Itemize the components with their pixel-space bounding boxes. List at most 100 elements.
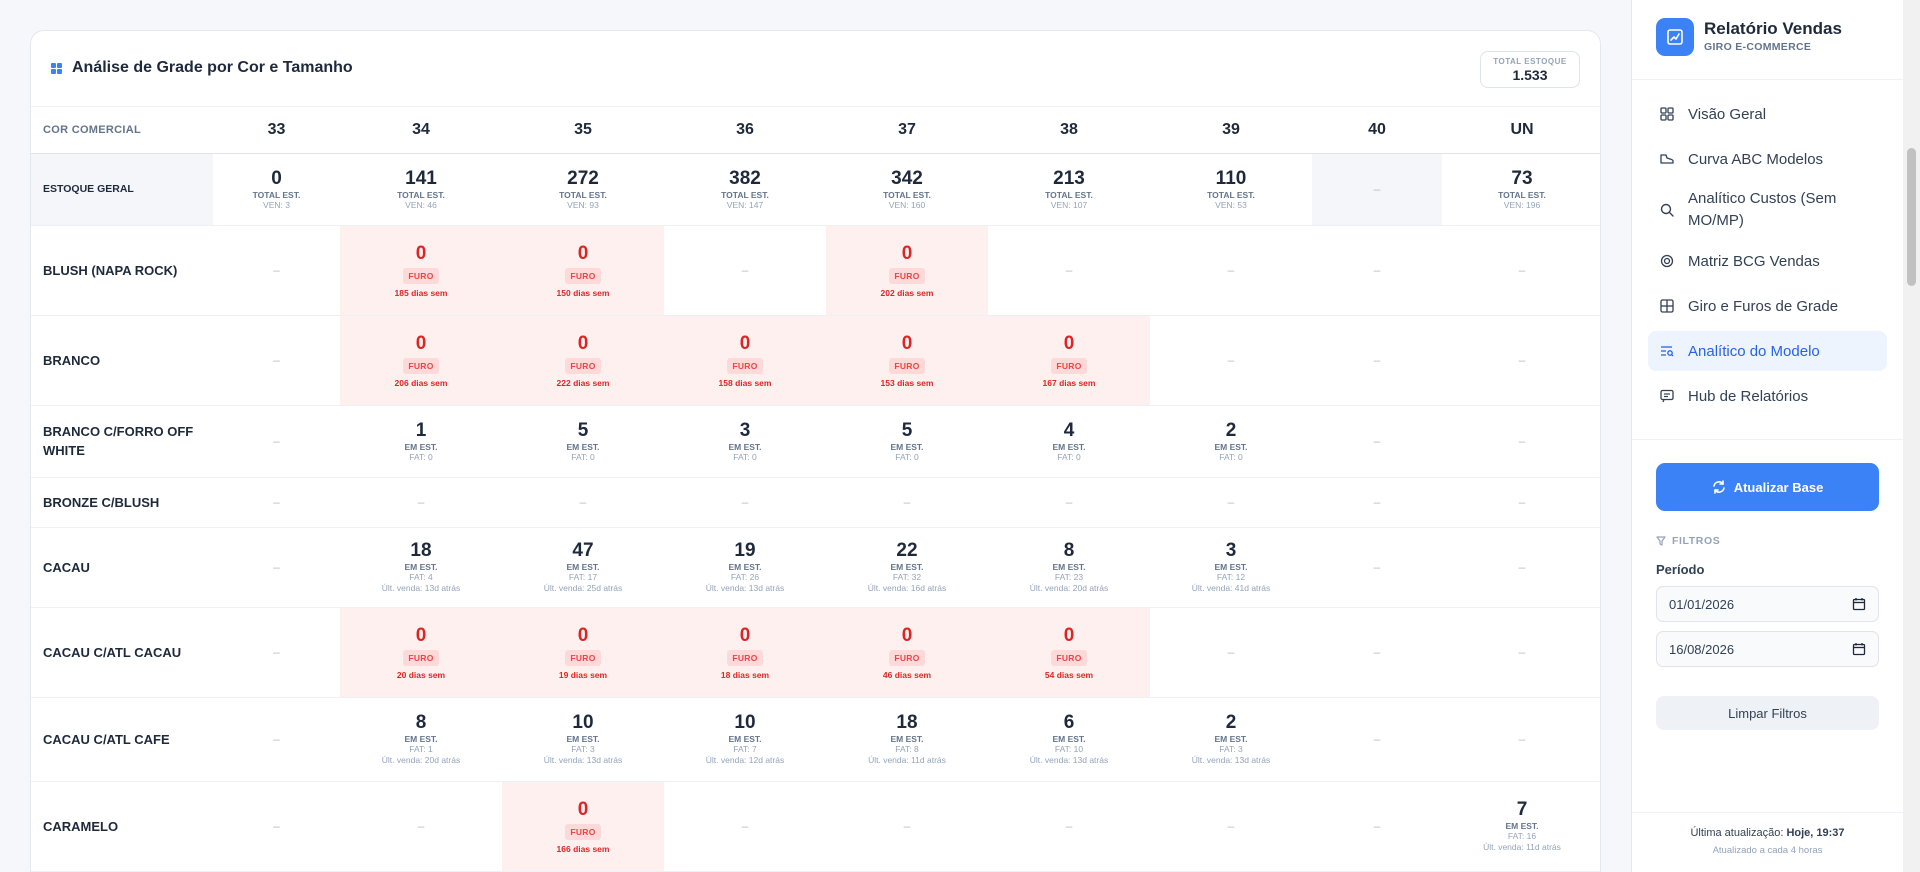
brand-title: Relatório Vendas bbox=[1704, 19, 1842, 38]
empty-dash: – bbox=[1065, 263, 1073, 277]
grade-cell: 6 EM EST. FAT: 10 Últ. venda: 13d atrás bbox=[988, 697, 1150, 782]
geral-cell-37: 342 TOTAL EST. VEN: 160 bbox=[826, 153, 988, 226]
empty-dash: – bbox=[903, 819, 911, 833]
sidebar-footer: Última atualização: Hoje, 19:37 Atualiza… bbox=[1632, 812, 1903, 872]
table-row: BRANCO – 0 FURO 206 dias sem 0 FURO 222 dias se… bbox=[31, 315, 1600, 406]
clear-filters-button[interactable]: Limpar Filtros bbox=[1656, 696, 1879, 730]
total-stock-value: 1.533 bbox=[1512, 67, 1548, 83]
grade-cell: 7 EM EST. FAT: 16 Últ. venda: 11d atrás bbox=[1442, 781, 1600, 872]
header-size-34: 34 bbox=[340, 107, 502, 154]
cell-secondary: FAT: 16 bbox=[1507, 831, 1537, 841]
sidebar-item-analitico-do-modelo[interactable]: Analítico do Modelo bbox=[1648, 331, 1887, 371]
cell-stock-label: EM EST. bbox=[728, 442, 762, 452]
date-to-input[interactable]: 16/08/2026 bbox=[1656, 631, 1879, 667]
row-label: CARAMELO bbox=[31, 781, 213, 872]
grade-cell: – bbox=[664, 781, 826, 872]
cell-value: 2 bbox=[1225, 712, 1237, 733]
cell-stock-label: TOTAL EST. bbox=[252, 190, 301, 200]
sidebar-item-hub-de-relatorios[interactable]: Hub de Relatórios bbox=[1648, 376, 1887, 416]
furo-days: 150 dias sem bbox=[556, 287, 610, 298]
empty-dash: – bbox=[273, 732, 280, 746]
sidebar-item-label: Matriz BCG Vendas bbox=[1688, 252, 1820, 270]
grade-cell: – bbox=[1150, 477, 1312, 528]
sidebar-nav: Visão Geral Curva ABC Modelos Analítico Cu… bbox=[1632, 80, 1903, 440]
cell-value: 0 bbox=[415, 624, 427, 646]
table-row: CACAU C/ATL CAFE –8 EM EST. FAT: 1 Últ. vend… bbox=[31, 697, 1600, 782]
grade-cell: – bbox=[1150, 225, 1312, 316]
cell-stock-label: TOTAL EST. bbox=[1207, 190, 1255, 200]
empty-dash: – bbox=[1373, 645, 1381, 659]
cell-value: 0 bbox=[739, 624, 751, 646]
cell-value: 18 bbox=[410, 540, 432, 561]
grade-cell: – bbox=[1442, 405, 1600, 478]
grade-cell: – bbox=[502, 477, 664, 528]
calendar-icon[interactable] bbox=[1852, 642, 1866, 656]
cell-stock-label: EM EST. bbox=[404, 562, 438, 572]
cell-secondary: FAT: 23 bbox=[1054, 572, 1084, 582]
grade-cell: 1 EM EST. FAT: 0 bbox=[340, 405, 502, 478]
table-row: BRONZE C/BLUSH – – – – – – – – – bbox=[31, 477, 1600, 528]
cell-secondary: FAT: 32 bbox=[892, 572, 922, 582]
furo-days: 20 dias sem bbox=[396, 669, 446, 680]
grade-cell: – bbox=[213, 607, 340, 698]
geral-cell-40: – bbox=[1312, 153, 1442, 226]
empty-dash: – bbox=[1373, 819, 1381, 833]
cell-secondary: FAT: 0 bbox=[571, 452, 595, 462]
last-update: Última atualização: Hoje, 19:37 bbox=[1632, 827, 1903, 839]
cell-stock-label: EM EST. bbox=[1052, 442, 1086, 452]
empty-dash: – bbox=[1227, 353, 1235, 367]
cell-stock-label: EM EST. bbox=[1505, 821, 1539, 831]
total-stock-box: TOTAL ESTOQUE 1.533 bbox=[1480, 51, 1580, 88]
grade-cell: 18 EM EST. FAT: 8 Últ. venda: 11d atrás bbox=[826, 697, 988, 782]
cell-secondary: FAT: 0 bbox=[733, 452, 757, 462]
estoque-geral-row: ESTOQUE GERAL 0 TOTAL EST. VEN: 3 141 TOTAL … bbox=[31, 153, 1600, 226]
empty-dash: – bbox=[1227, 645, 1235, 659]
grade-cell: 0 FURO 153 dias sem bbox=[826, 315, 988, 406]
empty-dash: – bbox=[1518, 353, 1526, 367]
scrollbar-thumb[interactable] bbox=[1907, 148, 1916, 286]
filters-label: FILTROS bbox=[1672, 535, 1721, 547]
empty-dash: – bbox=[1065, 819, 1073, 833]
cell-value: 0 bbox=[577, 332, 589, 354]
grade-cell: – bbox=[1442, 527, 1600, 608]
cell-stock-label: EM EST. bbox=[404, 734, 438, 744]
header-size-35: 35 bbox=[502, 107, 664, 154]
header-size-36: 36 bbox=[664, 107, 826, 154]
furo-badge: FURO bbox=[1051, 649, 1087, 666]
grade-cell: – bbox=[213, 697, 340, 782]
date-from-input[interactable]: 01/01/2026 bbox=[1656, 586, 1879, 622]
geral-cell-36: 382 TOTAL EST. VEN: 147 bbox=[664, 153, 826, 226]
cell-value: 0 bbox=[271, 168, 282, 189]
cell-value: 0 bbox=[901, 332, 913, 354]
calendar-icon[interactable] bbox=[1852, 597, 1866, 611]
empty-dash: – bbox=[741, 495, 749, 509]
grade-cell: 0 FURO 20 dias sem bbox=[340, 607, 502, 698]
shoe-icon bbox=[1660, 152, 1674, 166]
sidebar-item-visao-geral[interactable]: Visão Geral bbox=[1648, 94, 1887, 134]
cell-value: 0 bbox=[1063, 624, 1075, 646]
grade-cell: – bbox=[1150, 607, 1312, 698]
geral-cell-UN: 73 TOTAL EST. VEN: 196 bbox=[1442, 153, 1600, 226]
cell-value: 3 bbox=[1225, 540, 1237, 561]
sidebar-item-label: Hub de Relatórios bbox=[1688, 387, 1809, 405]
grade-cell: 0 FURO 46 dias sem bbox=[826, 607, 988, 698]
empty-dash: – bbox=[273, 560, 280, 574]
furo-badge: FURO bbox=[889, 649, 925, 666]
page-scrollbar[interactable] bbox=[1903, 0, 1920, 872]
sidebar-item-analitico-custos-sem-mo-mp[interactable]: Analítico Custos (Sem MO/MP) bbox=[1648, 184, 1887, 236]
sidebar-item-matriz-bcg-vendas[interactable]: Matriz BCG Vendas bbox=[1648, 241, 1887, 281]
cell-secondary: FAT: 26 bbox=[730, 572, 760, 582]
cell-value: 0 bbox=[1063, 332, 1075, 354]
update-base-button[interactable]: Atualizar Base bbox=[1656, 463, 1879, 511]
grade-cell: 5 EM EST. FAT: 0 bbox=[502, 405, 664, 478]
furo-badge: FURO bbox=[565, 267, 601, 284]
sidebar-item-giro-e-furos-de-grade[interactable]: Giro e Furos de Grade bbox=[1648, 286, 1887, 326]
cell-secondary: FAT: 8 bbox=[895, 744, 919, 754]
furo-days: 222 dias sem bbox=[556, 377, 610, 388]
cell-value: 0 bbox=[577, 624, 589, 646]
cell-stock-label: EM EST. bbox=[890, 442, 924, 452]
sidebar-item-curva-abc-modelos[interactable]: Curva ABC Modelos bbox=[1648, 139, 1887, 179]
cell-secondary: FAT: 4 bbox=[409, 572, 433, 582]
empty-dash: – bbox=[1518, 560, 1526, 574]
cell-value: 73 bbox=[1511, 168, 1533, 189]
